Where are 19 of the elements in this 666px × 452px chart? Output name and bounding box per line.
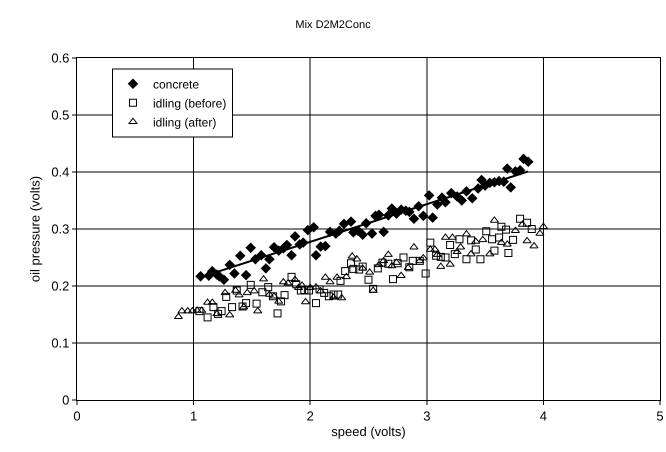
x-tick-label: 4 [540, 408, 548, 424]
legend-label: idling (before) [152, 96, 226, 110]
y-axis-title: oil pressure (volts) [27, 176, 42, 282]
x-tick-label: 1 [190, 408, 198, 424]
legend-label: idling (after) [152, 115, 216, 130]
y-tick-label: 0.2 [51, 278, 70, 294]
y-tick-label: 0.4 [51, 164, 70, 180]
legend-label: concrete [152, 77, 200, 92]
x-axis-title: speed (volts) [331, 424, 406, 440]
y-tick-label: 0.6 [51, 50, 70, 66]
y-tick-label: 0.3 [51, 222, 70, 237]
x-tick-label: 2 [306, 408, 314, 424]
y-tick-label: 0.5 [51, 108, 70, 123]
x-tick-label: 3 [423, 408, 430, 424]
y-tick-label: 0 [62, 392, 70, 408]
chart-title: Mix D2M2Conc [295, 19, 372, 32]
x-tick-label: 0 [73, 408, 81, 424]
y-tick-label: 0.1 [51, 336, 70, 351]
x-tick-label: 5 [656, 408, 664, 424]
